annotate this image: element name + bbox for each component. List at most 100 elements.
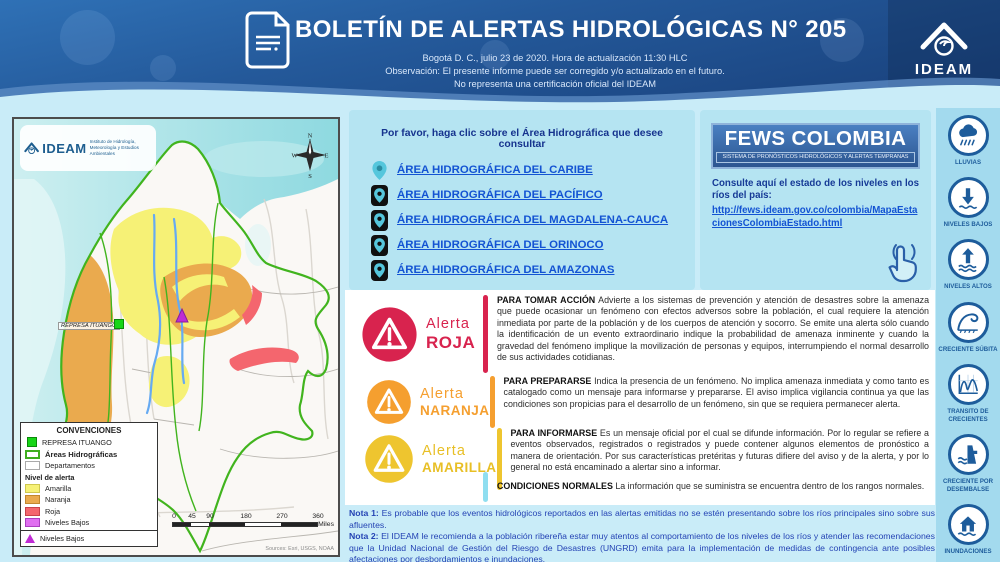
alert-level: AMARILLA	[422, 459, 497, 475]
legend-swatch-niveles-bajos	[25, 518, 40, 527]
header-wave-decoration	[0, 77, 1000, 109]
scale-unit: Miles	[318, 521, 334, 528]
alert-text: Es un mensaje oficial por el cual se dif…	[510, 428, 930, 473]
map-hydro-boundaries	[52, 140, 330, 554]
scale-tick: 90	[206, 513, 214, 520]
map-pin-badge-icon	[371, 209, 388, 231]
header: BOLETÍN DE ALERTAS HIDROLÓGICAS N° 205 B…	[0, 0, 1000, 109]
legend-label: Naranja	[45, 495, 71, 504]
map-pin-badge-icon	[371, 259, 388, 281]
alert-bar-naranja	[489, 376, 495, 428]
hydro-links-panel: Por favor, haga clic sobre el Área Hidro…	[349, 110, 695, 290]
link-label[interactable]: ÁREA HIDROGRÁFICA DEL CARIBE	[397, 164, 593, 176]
alert-level: ROJA	[426, 332, 476, 352]
alert-heading: PARA PREPARARSE	[503, 376, 592, 386]
flood-house-icon	[947, 504, 989, 546]
normal-conditions-row: CONDICIONES NORMALES La información que …	[345, 472, 935, 502]
hydrograph-icon	[947, 363, 989, 405]
fews-logo-title: FEWS COLOMBIA	[724, 127, 907, 150]
alert-word: Alerta	[420, 386, 464, 402]
legend-triangle-marker	[25, 534, 35, 543]
alerta-naranja-icon	[367, 380, 411, 424]
scale-tick: 45	[188, 513, 196, 520]
note-2: Nota 2: El IDEAM le recomienda a la pobl…	[349, 531, 935, 562]
links-heading: Por favor, haga clic sobre el Área Hidro…	[381, 128, 663, 150]
phenomena-sidebar: LLUVIAS NIVELES BAJOS NIVELES ALTOS	[936, 108, 1000, 562]
note-1: Nota 1: Es probable que los eventos hidr…	[349, 508, 935, 530]
alert-definitions: Alerta ROJA PARA TOMAR ACCIÓN Advierte a…	[345, 290, 935, 505]
legend-label: Áreas Hidrográficas	[45, 449, 118, 459]
map-logo-subtext: Instituto de Hidrología, Meteorología y …	[89, 139, 139, 156]
link-area-magdalena-cauca[interactable]: ÁREA HIDROGRÁFICA DEL MAGDALENA-CAUCA	[371, 209, 695, 231]
map-region-roja	[229, 347, 299, 371]
link-label[interactable]: ÁREA HIDROGRÁFICA DEL MAGDALENA-CAUCA	[397, 214, 669, 226]
header-observation-line: Observación: El presente informe puede s…	[385, 66, 725, 77]
map-pin-badge-icon	[371, 184, 388, 206]
rain-icon	[947, 115, 989, 156]
fews-logo-subtitle: SISTEMA DE PRONÓSTICOS HIDROLÓGICOS Y AL…	[716, 151, 915, 163]
legend-label: Niveles Bajos	[45, 518, 90, 527]
dam-icon	[947, 433, 989, 475]
fews-panel: FEWS COLOMBIA SISTEMA DE PRONÓSTICOS HID…	[700, 110, 931, 290]
map-legend: CONVENCIONES REPRESA ITUANGO Áreas Hidro…	[20, 422, 158, 547]
document-icon	[245, 11, 290, 69]
ideam-logo-text: IDEAM	[914, 60, 974, 78]
scale-tick: 360	[312, 513, 324, 520]
bokeh-decoration	[480, 40, 510, 70]
link-area-amazonas[interactable]: ÁREA HIDROGRÁFICA DEL AMAZONAS	[371, 259, 695, 281]
map-rivers	[145, 213, 186, 415]
sidebar-item-niveles-bajos: NIVELES BAJOS	[936, 177, 1000, 229]
header-disclaimer-line: No representa una certificación oficial …	[453, 79, 657, 90]
alert-row-naranja: Alerta NARANJA PARA PREPARARSE Indica la…	[345, 376, 935, 428]
footer-notes: Nota 1: Es probable que los eventos hidr…	[349, 508, 935, 562]
represa-ituango-marker	[114, 319, 124, 329]
link-area-caribe[interactable]: ÁREA HIDROGRÁFICA DEL CARIBE	[371, 160, 695, 180]
map-region-naranja-pacifico	[58, 255, 114, 459]
fews-text: Consulte aquí el estado de los niveles e…	[712, 177, 919, 202]
legend-label: REPRESA ITUANGO	[42, 437, 112, 447]
legend-label: Amarilla	[45, 483, 72, 493]
map-logo-name: IDEAM	[42, 140, 87, 156]
alert-row-amarilla: Alerta AMARILLA PARA INFORMARSE Es un me…	[345, 428, 935, 490]
alert-text: Indica la presencia de un fenómeno. No i…	[503, 376, 930, 409]
svg-text:N: N	[308, 133, 313, 140]
legend-label: Roja	[45, 506, 61, 516]
alert-bar-amarilla	[496, 428, 502, 490]
legend-swatch-roja	[25, 506, 40, 516]
sidebar-item-niveles-altos: NIVELES ALTOS	[936, 239, 1000, 291]
link-label[interactable]: ÁREA HIDROGRÁFICA DEL AMAZONAS	[397, 264, 615, 276]
link-label[interactable]: ÁREA HIDROGRÁFICA DEL ORINOCO	[397, 239, 604, 251]
sidebar-item-inundaciones: INUNDACIONES	[936, 504, 1000, 556]
scale-tick: 0	[172, 513, 176, 520]
normal-text: La información que se suministra se encu…	[615, 481, 925, 492]
alert-heading: PARA TOMAR ACCIÓN	[497, 295, 596, 305]
alert-row-roja: Alerta ROJA PARA TOMAR ACCIÓN Advierte a…	[345, 295, 935, 373]
alert-word: Alerta	[422, 443, 466, 459]
legend-alert-title: Nivel de alerta	[25, 472, 75, 482]
represa-ituango-label: REPRESA ITUANGO	[58, 322, 120, 330]
alert-level: NARANJA	[420, 402, 490, 418]
click-hand-icon	[888, 244, 917, 283]
niveles-bajos-marker	[175, 307, 189, 323]
map-pin-icon	[372, 160, 387, 180]
normal-heading: CONDICIONES NORMALES	[497, 481, 613, 492]
ideam-house-icon	[24, 142, 39, 155]
link-label[interactable]: ÁREA HIDROGRÁFICA DEL PACÍFICO	[397, 189, 603, 201]
alert-heading: PARA INFORMARSE	[510, 428, 598, 438]
link-area-pacifico[interactable]: ÁREA HIDROGRÁFICA DEL PACÍFICO	[371, 184, 695, 206]
legend-label: Departamentos	[45, 461, 95, 470]
sidebar-item-creciente-desembalse: CRECIENTE POR DESEMBALSE	[936, 433, 1000, 494]
alert-bar-roja	[483, 295, 488, 373]
fews-link[interactable]: http://fews.ideam.gov.co/colombia/MapaEs…	[712, 205, 918, 229]
water-level-down-icon	[947, 177, 989, 219]
alerta-roja-icon	[362, 306, 417, 362]
legend-swatch-naranja	[25, 495, 40, 504]
link-area-orinoco[interactable]: ÁREA HIDROGRÁFICA DEL ORINOCO	[371, 234, 695, 256]
bokeh-decoration	[60, 10, 115, 65]
svg-text:E: E	[325, 153, 329, 160]
scale-tick: 270	[276, 513, 288, 520]
sidebar-item-transito-crecientes: TRANSITO DE CRECIENTES	[936, 363, 1000, 424]
page-title: BOLETÍN DE ALERTAS HIDROLÓGICAS N° 205	[295, 16, 847, 43]
fews-logo: FEWS COLOMBIA SISTEMA DE PRONÓSTICOS HID…	[711, 123, 920, 169]
alert-map-panel: IDEAM Instituto de Hidrología, Meteorolo…	[12, 117, 340, 557]
